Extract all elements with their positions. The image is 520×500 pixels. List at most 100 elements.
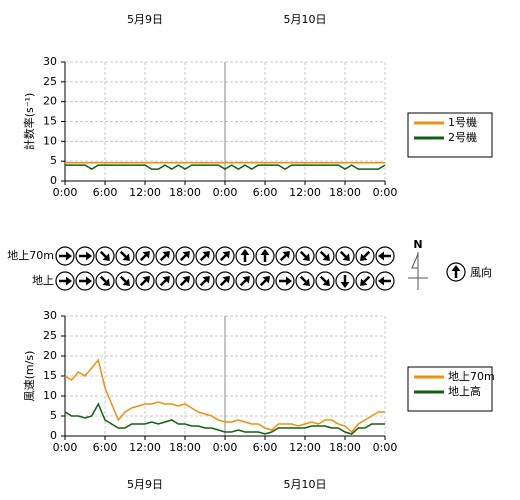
arrow-head: [202, 276, 210, 284]
y-tick-label: 15: [43, 115, 57, 128]
arrow: [299, 275, 310, 286]
x-tick-label: 12:00: [129, 186, 161, 199]
arrow-head: [242, 276, 250, 284]
y-tick-label: 5: [50, 409, 57, 422]
arrow-shaft: [362, 250, 371, 259]
arrow: [259, 276, 270, 287]
wind-arrow: [295, 271, 315, 291]
arrow-head: [66, 251, 72, 261]
legend-label: 地上高: [448, 384, 481, 398]
arrow: [99, 250, 110, 261]
arrow: [319, 275, 330, 286]
arrow-head: [240, 249, 250, 255]
y-tick-label: 30: [43, 309, 57, 322]
x-tick-label: 12:00: [129, 441, 161, 454]
arrow: [199, 251, 210, 262]
arrow: [79, 276, 92, 286]
arrow: [179, 251, 190, 262]
series-line: [64, 402, 385, 435]
wind-arrow: [275, 271, 295, 291]
legend-label: 風向: [470, 265, 492, 279]
legend-label: 2号機: [448, 130, 477, 144]
arrow-head: [360, 278, 368, 286]
wind-arrow: [75, 271, 95, 291]
y-tick-label: 10: [43, 134, 57, 147]
wind-arrow: [195, 246, 215, 266]
arrow-head: [162, 251, 170, 259]
wind-arrow: [195, 271, 215, 291]
x-tick-label: 6:00: [93, 441, 118, 454]
arrow: [99, 275, 110, 286]
x-tick-label: 0:00: [53, 186, 78, 199]
y-tick-label: 10: [43, 389, 57, 402]
arrow: [159, 276, 170, 287]
wind-arrow: [155, 246, 175, 266]
arrow-head: [378, 251, 384, 261]
arrow-head: [451, 265, 461, 271]
arrow-head: [378, 276, 384, 286]
arrow: [339, 250, 350, 261]
x-tick-label: 0:00: [373, 441, 398, 454]
arrow-head: [202, 251, 210, 259]
y-tick-label: 25: [43, 75, 57, 88]
arrow: [219, 251, 230, 262]
arrow: [239, 276, 250, 287]
series-line: [65, 164, 386, 170]
arrow-shaft: [139, 253, 148, 262]
arrow-head: [322, 278, 330, 286]
arrow: [199, 276, 210, 287]
arrow-head: [162, 276, 170, 284]
arrow-head: [86, 251, 92, 261]
arrow: [79, 251, 92, 261]
x-tick-label: 6:00: [253, 186, 278, 199]
arrow: [179, 276, 190, 287]
arrow: [119, 275, 130, 286]
arrow: [59, 251, 72, 261]
y-tick-label: 20: [43, 349, 57, 362]
arrow-head: [302, 253, 310, 261]
arrow-shaft: [319, 250, 328, 259]
arrow: [378, 276, 391, 286]
arrow: [319, 250, 330, 261]
x-tick-label: 12:00: [289, 186, 321, 199]
x-tick-label: 0:00: [373, 186, 398, 199]
arrow: [451, 265, 461, 278]
arrow: [139, 276, 150, 287]
arrow: [240, 249, 250, 262]
date-label: 5月10日: [284, 13, 327, 26]
arrow-shaft: [199, 278, 208, 287]
arrow: [378, 251, 391, 261]
arrow-head: [102, 278, 110, 286]
arrow: [360, 250, 371, 261]
arrow-shaft: [259, 278, 268, 287]
arrow-head: [86, 276, 92, 286]
wind-arrow: [335, 246, 355, 266]
arrow-head: [360, 253, 368, 261]
arrow-shaft: [99, 275, 108, 284]
arrow-shaft: [279, 253, 288, 262]
arrow: [219, 276, 230, 287]
legend-arrow: [446, 262, 466, 282]
x-tick-label: 0:00: [213, 186, 238, 199]
wind-arrow: [215, 271, 235, 291]
arrow-head: [262, 276, 270, 284]
arrow: [360, 275, 371, 286]
arrow-head: [122, 253, 130, 261]
wind-arrow: [175, 271, 195, 291]
arrow-shaft: [299, 275, 308, 284]
arrow: [260, 249, 270, 262]
wind-arrow: [295, 246, 315, 266]
arrow-shaft: [179, 278, 188, 287]
wind-arrow: [55, 246, 75, 266]
y-tick-label: 15: [43, 369, 57, 382]
arrow-shaft: [199, 253, 208, 262]
arrow: [279, 276, 292, 286]
wind-arrow: [375, 246, 395, 266]
arrow-head: [286, 276, 292, 286]
arrow-head: [322, 253, 330, 261]
legend-box: [407, 112, 493, 158]
arrow-head: [182, 276, 190, 284]
arrow-head: [222, 276, 230, 284]
wind-arrow: [155, 271, 175, 291]
wind-arrow: [235, 246, 255, 266]
